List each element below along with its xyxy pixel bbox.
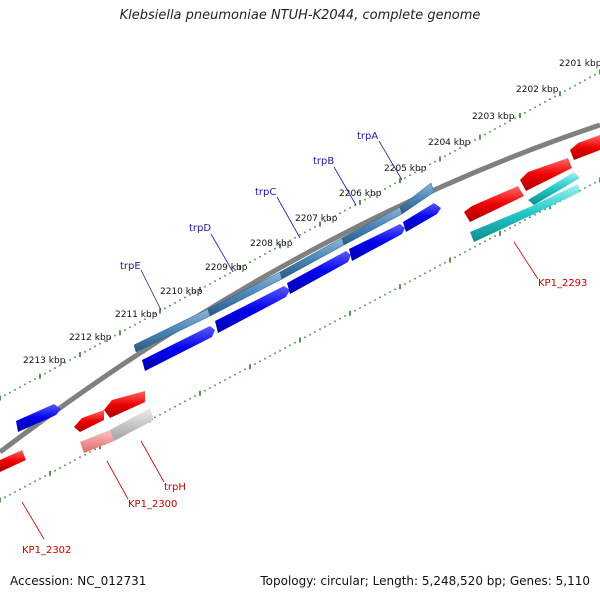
cds-left — [16, 404, 61, 432]
genome-summary-text: Topology: circular; Length: 5,248,520 bp… — [260, 574, 590, 588]
forward-cds-track — [16, 203, 441, 432]
cds-KP1_2293 — [470, 184, 580, 242]
leader-trpB — [333, 166, 357, 206]
leader-KP1_2302 — [21, 501, 45, 540]
cds-left-red-b — [104, 391, 145, 418]
kbp-label: 2209 kbp — [205, 263, 248, 273]
label-KP1_2300: KP1_2300 — [128, 499, 177, 510]
leader-KP1_2293 — [513, 241, 539, 280]
cds-left-red-a — [74, 410, 104, 432]
kbp-label: 2207 kbp — [295, 214, 338, 224]
leader-trpC — [276, 196, 301, 239]
map-title: Klebsiella pneumoniae NTUH-K2044, comple… — [119, 8, 481, 23]
trpA-highlight — [399, 182, 435, 215]
accession-text: Accession: NC_012731 — [10, 574, 147, 588]
cds-right-red-c — [570, 135, 600, 160]
kbp-label: 2211 kbp — [115, 310, 158, 320]
kbp-label: 2210 kbp — [160, 287, 203, 297]
label-trpE: trpE — [120, 261, 141, 272]
cds-trpH — [110, 408, 154, 441]
kbp-label: 2212 kbp — [69, 333, 112, 343]
kbp-label: 2206 kbp — [339, 189, 382, 199]
label-trpC: trpC — [255, 187, 276, 198]
label-trpA: trpA — [357, 131, 378, 142]
kbp-label: 2204 kbp — [428, 138, 471, 148]
cds-trpA — [403, 203, 441, 232]
leader-KP1_2300 — [106, 460, 129, 500]
label-KP1_2302: KP1_2302 — [22, 545, 71, 556]
leader-trpH — [140, 440, 165, 483]
cds-trpE — [142, 326, 215, 371]
leader-trpD — [210, 233, 234, 273]
label-trpB: trpB — [313, 156, 334, 167]
cds-right-red-b — [520, 158, 572, 191]
kbp-label: 2208 kbp — [250, 239, 293, 249]
label-trpH: trpH — [164, 482, 186, 493]
cds-right-red-a — [464, 186, 524, 222]
cds-trpD — [215, 286, 290, 333]
cds-KP1_2300 — [80, 430, 114, 453]
kbp-label: 2205 kbp — [384, 164, 427, 174]
reverse-cds-track — [0, 135, 600, 472]
gene-labels: trpA trpB trpC trpD trpE KP1_2293 trpH K… — [21, 131, 587, 556]
leader-trpE — [140, 269, 162, 311]
kbp-label: 2201 kbp — [559, 59, 600, 69]
kbp-label: 2202 kbp — [516, 85, 559, 95]
label-trpD: trpD — [189, 223, 211, 234]
leader-trpA — [378, 140, 403, 181]
cds-KP1_2302 — [0, 450, 26, 472]
label-KP1_2293: KP1_2293 — [538, 278, 587, 289]
cds-trpB — [349, 224, 405, 261]
cds-trpC — [287, 251, 351, 294]
trp-operon-band — [133, 182, 435, 353]
genome-backbone — [0, 122, 600, 454]
cds-teal-upper — [528, 172, 580, 205]
kbp-label: 2203 kbp — [472, 112, 515, 122]
kbp-label: 2213 kbp — [23, 356, 66, 366]
kbp-scale-labels: 2201 kbp 2202 kbp 2203 kbp 2204 kbp 2205… — [23, 59, 600, 366]
